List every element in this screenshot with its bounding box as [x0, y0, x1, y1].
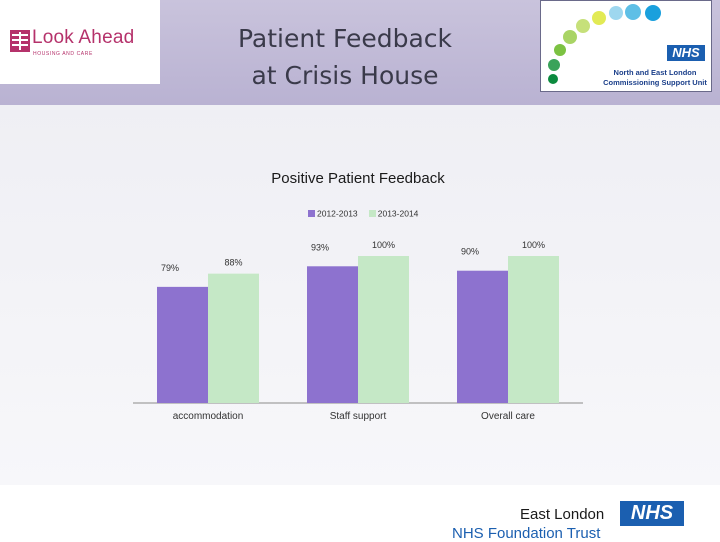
page-title: Patient Feedback at Crisis House: [237, 24, 453, 90]
look-ahead-mark-icon: [10, 30, 30, 52]
legend-label: 2012-2013: [317, 208, 358, 219]
logo-dot: [609, 6, 623, 20]
csu-dots-icon: [548, 4, 661, 84]
look-ahead-name: Look Ahead: [32, 27, 135, 48]
x-tick-label: Staff support: [330, 411, 387, 422]
bar-2013-2014-accommodation: [208, 273, 259, 403]
nel-csu-logo: NHS North and East London Commissioning …: [540, 0, 712, 92]
bar-2012-2013-staff-support: [307, 266, 358, 403]
bar-2013-2014-staff-support: [358, 256, 409, 403]
logo-dot: [645, 5, 661, 21]
legend-item-2012-2013: 2012-2013: [308, 203, 358, 222]
legend-swatch: [308, 210, 315, 217]
legend-item-2013-2014: 2013-2014: [368, 203, 419, 222]
data-label: 100%: [522, 240, 545, 250]
csu-name-line1: North and East London: [613, 68, 697, 77]
look-ahead-logo: Look Ahead HOUSING AND CARE: [0, 0, 160, 84]
legend-label: 2013-2014: [377, 208, 419, 219]
bar-2012-2013-accommodation: [157, 286, 208, 403]
data-label: 93%: [311, 242, 329, 252]
chart-title: Positive Patient Feedback: [271, 170, 445, 187]
chart-legend: 2012-2013 2013-2014: [308, 202, 424, 219]
data-label: 100%: [372, 240, 395, 250]
logo-dot: [563, 30, 577, 44]
look-ahead-subtitle: HOUSING AND CARE: [33, 51, 93, 57]
nhs-badge: NHS: [620, 501, 684, 526]
east-london-name: East London: [520, 506, 605, 523]
data-label: 90%: [461, 247, 479, 257]
x-tick-label: accommodation: [173, 411, 244, 422]
bar-2013-2014-overall-care: [508, 256, 559, 403]
logo-dot: [548, 59, 560, 71]
legend-swatch: [368, 210, 376, 217]
csu-name-line2: Commissioning Support Unit: [603, 78, 707, 87]
logo-dot: [548, 74, 558, 84]
logo-dot: [554, 44, 566, 56]
data-label: 79%: [161, 263, 179, 273]
data-label: 88%: [224, 258, 242, 268]
logo-dot: [592, 11, 606, 25]
logo-dot: [576, 19, 590, 33]
foundation-trust-name: NHS Foundation Trust: [452, 525, 601, 542]
footer-band: [0, 485, 720, 540]
nhs-badge-small: NHS: [667, 45, 705, 61]
bar-2012-2013-overall-care: [457, 270, 508, 403]
logo-dot: [625, 4, 641, 20]
x-tick-label: Overall care: [481, 411, 535, 422]
